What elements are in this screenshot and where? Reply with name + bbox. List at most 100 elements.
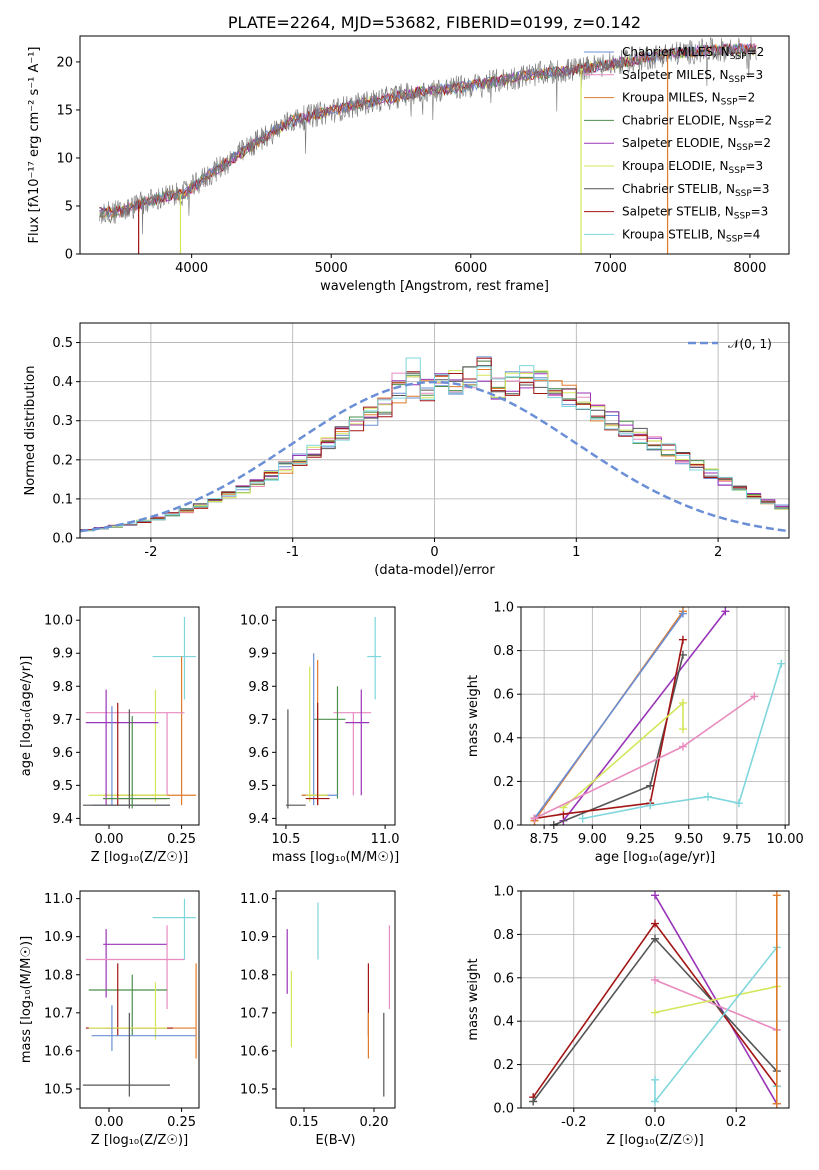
age-z-panel-ytick-label: 9.5 [52, 779, 73, 794]
mass-z-panel-ytick-label: 10.8 [44, 968, 73, 983]
legend-label: Salpeter MILES, NSSP=3 [622, 68, 763, 85]
spectrum-ytick-label: 0 [65, 248, 73, 263]
weight-age-panel-ytick-label: 1.0 [493, 601, 514, 616]
mass-ebv-panel-xtick-label: 0.15 [290, 1115, 319, 1130]
weight-z-panel-xtick-label: -0.2 [561, 1115, 586, 1130]
age-mass-panel-points [285, 616, 382, 809]
age-mass-panel-ytick-label: 9.7 [248, 713, 269, 728]
histogram-ytick-label: 0.1 [52, 492, 73, 507]
weight-age-panel-series-line [582, 663, 783, 820]
legend-label: Kroupa STELIB, NSSP=4 [622, 227, 760, 244]
legend-entry: Chabrier MILES, NSSP=2 [584, 45, 764, 62]
weight-z-panel-ytick-label: 0.0 [493, 1102, 514, 1117]
weight-age-panel-series-line [534, 639, 684, 820]
weight-age-panel-marker [678, 609, 687, 618]
age-z-panel-ytick-label: 9.7 [52, 713, 73, 728]
weight-age-panel-series-line [533, 613, 684, 819]
mass-z-panel-xlabel: Z [log₁₀(Z/Z☉)] [91, 1133, 188, 1148]
legend-label: Salpeter STELIB, NSSP=3 [622, 205, 768, 222]
weight-z-panel-marker [651, 1008, 659, 1017]
age-mass-panel-ytick-label: 9.9 [248, 647, 269, 662]
spectrum-xtick-label: 6000 [454, 261, 487, 276]
legend-entry: Salpeter MILES, NSSP=3 [584, 68, 763, 85]
weight-age-panel-xlabel: age [log₁₀(age/yr)] [595, 850, 716, 865]
spectrum-xtick-label: 5000 [315, 261, 348, 276]
age-z-panel-xtick-label: 0.00 [95, 832, 124, 847]
age-z-panel-frame [79, 606, 200, 826]
mass-ebv-panel-xlabel: E(B-V) [315, 1133, 355, 1148]
weight-z-panel-ytick-label: 0.8 [493, 928, 514, 943]
age-z-panel-ytick-label: 9.4 [52, 812, 73, 827]
weight-z-panel-series [529, 891, 781, 1108]
age-mass-panel-ytick-label: 9.8 [248, 680, 269, 695]
mass-ebv-panel-ytick-label: 10.6 [240, 1044, 269, 1059]
age-mass-panel-xtick-label: 10.5 [271, 832, 300, 847]
weight-z-panel-ylabel: mass weight [466, 958, 481, 1040]
weight-age-panel-xtick-label: 8.75 [530, 832, 559, 847]
mass-z-panel-frame [79, 890, 200, 1109]
spectrum-xlabel: wavelength [Angstrom, rest frame] [320, 279, 549, 294]
spectrum-ytick-label: 10 [56, 151, 73, 166]
spectrum-xtick-label: 8000 [733, 261, 766, 276]
spectrum-ylabel: Flux [fλ10⁻¹⁷ erg cm⁻² s⁻¹ A⁻¹] [27, 47, 42, 244]
chart-title: PLATE=2264, MJD=53682, FIBERID=0199, z=0… [228, 13, 641, 32]
weight-age-panel-ylabel: mass weight [466, 675, 481, 757]
age-z-panel-ytick-label: 9.9 [52, 647, 73, 662]
legend-label: Chabrier ELODIE, NSSP=2 [622, 113, 772, 130]
weight-age-panel-marker [646, 801, 655, 810]
weight-age-panel-ytick-label: 0.4 [493, 731, 514, 746]
weight-z-panel-ytick-label: 0.4 [493, 1015, 514, 1030]
spectrum-data-line [99, 36, 757, 235]
weight-age-panel-marker [678, 698, 687, 707]
weight-z-panel-marker [772, 1099, 781, 1108]
spectrum-ytick-label: 5 [65, 199, 73, 214]
mass-z-panel-ytick-label: 10.5 [44, 1082, 73, 1097]
legend-label: Chabrier STELIB, NSSP=3 [622, 182, 770, 199]
histogram-xtick-label: 2 [714, 545, 722, 560]
weight-age-panel-marker [750, 692, 759, 701]
weight-age-panel-ytick-label: 0.0 [493, 819, 514, 834]
legend-label: Kroupa ELODIE, NSSP=3 [622, 159, 763, 176]
weight-age-panel-ytick-label: 0.8 [493, 644, 514, 659]
weight-z-panel-marker [772, 891, 781, 900]
legend-entry: Salpeter STELIB, NSSP=3 [584, 205, 768, 222]
histogram-xlabel: (data-model)/error [374, 563, 495, 578]
legend-entry: Kroupa MILES, NSSP=2 [584, 91, 755, 108]
histogram-step-line [80, 357, 789, 532]
weight-age-panel-xtick-label: 9.25 [626, 832, 655, 847]
mass-z-panel-xtick-label: 0.00 [95, 1115, 124, 1130]
weight-age-panel-marker [734, 799, 743, 808]
weight-z-panel-ytick-label: 0.2 [493, 1058, 514, 1073]
age-z-panel-ylabel: age [log₁₀(age/yr)] [19, 656, 34, 777]
spectrum-xtick-label: 7000 [594, 261, 627, 276]
weight-z-panel-xlabel: Z [log₁₀(Z/Z☉)] [606, 1133, 703, 1148]
legend-entry: Chabrier ELODIE, NSSP=2 [584, 113, 772, 130]
weight-z-panel-marker [529, 1097, 538, 1106]
histogram-xtick-label: 1 [572, 545, 580, 560]
weight-z-panel-marker [651, 1075, 659, 1084]
weight-age-panel-xtick-label: 10.00 [767, 832, 804, 847]
legend-entry: Salpeter ELODIE, NSSP=2 [584, 136, 771, 153]
mass-z-panel-ylabel: mass [log₁₀(M/M☉)] [19, 936, 34, 1063]
legend-label: Kroupa MILES, NSSP=2 [622, 91, 755, 108]
weight-z-panel-marker [651, 919, 659, 928]
normal-curve-line [79, 380, 790, 533]
mass-z-panel-ytick-label: 10.6 [44, 1044, 73, 1059]
age-mass-panel-ytick-label: 10.0 [240, 614, 269, 629]
spectrum-xtick-label: 4000 [175, 261, 208, 276]
age-mass-panel-ytick-label: 9.4 [248, 812, 269, 827]
mass-z-panel-points [82, 898, 197, 1097]
weight-age-panel-marker [678, 635, 687, 644]
weight-z-panel-series-line [654, 945, 778, 1104]
histogram-ytick-label: 0.3 [52, 414, 73, 429]
mass-ebv-panel-frame [275, 890, 396, 1109]
weight-age-panel-marker [777, 659, 786, 668]
weight-age-panel-marker [578, 814, 587, 823]
legend-label: Salpeter ELODIE, NSSP=2 [622, 136, 771, 153]
legend-label: Chabrier MILES, NSSP=2 [622, 45, 764, 62]
mass-ebv-panel-ytick-label: 10.5 [240, 1082, 269, 1097]
histogram-legend-label: 𝒩(0, 1) [728, 337, 772, 351]
weight-z-panel-marker [651, 975, 659, 984]
age-z-panel-ytick-label: 10.0 [44, 614, 73, 629]
